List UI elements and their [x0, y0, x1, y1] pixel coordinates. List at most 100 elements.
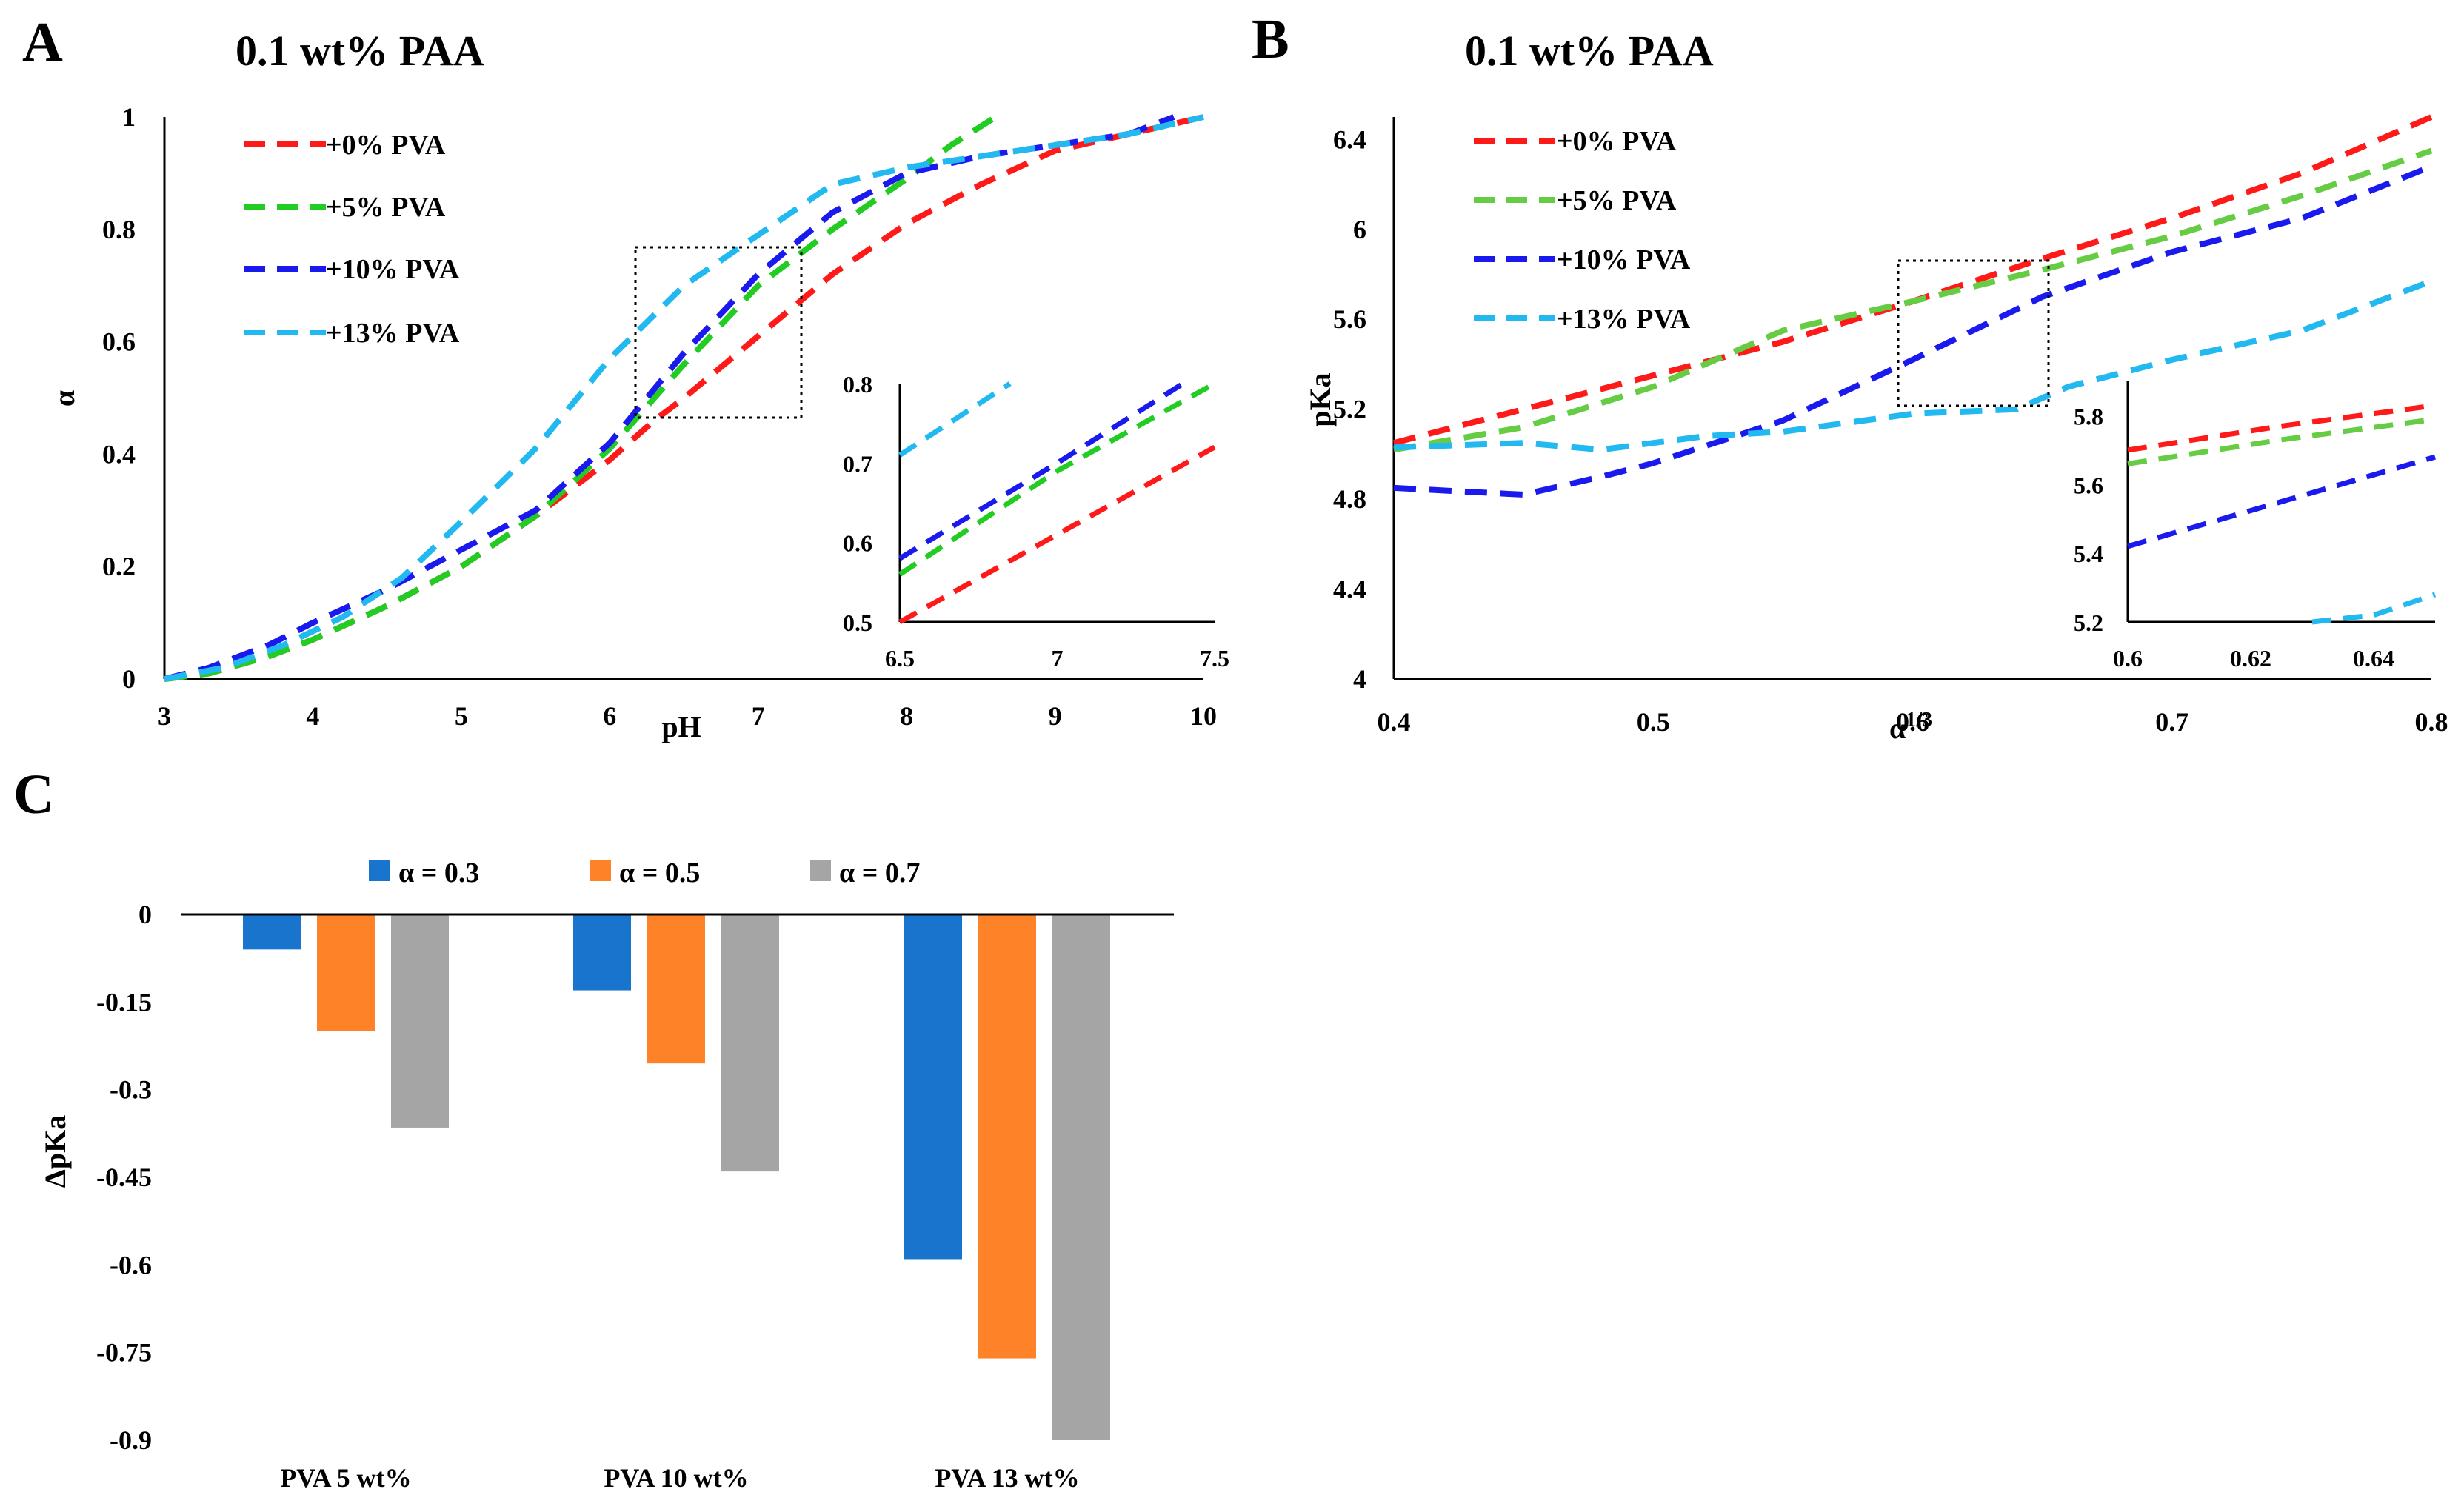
panel-a-series	[164, 114, 1204, 682]
panel-b-y-ticks: 4 4.4 4.8 5.2 5.6 6 6.4	[1333, 124, 1366, 694]
panel-b-xtick-0-6: 0.6	[1896, 707, 1929, 737]
legend-b-label-5pva: +5% PVA	[1557, 185, 1677, 216]
legend-c-label-alpha07: α = 0.7	[839, 857, 920, 889]
panel-b-x-label: α1/3	[1889, 709, 1932, 745]
panel-a-inset: 0.5 0.6 0.7 0.8 6.5 7 7.5	[843, 371, 1229, 672]
legend-a-label-0pva: +0% PVA	[326, 130, 446, 161]
panel-c-bars	[243, 914, 1110, 1440]
panel-b-line-5-pva	[1393, 147, 2433, 453]
panel-b-inset-series	[2127, 403, 2437, 625]
panel-a-inset-ytick-0-8: 0.8	[843, 371, 872, 398]
panel-b-title: 0.1 wt% PAA	[1465, 27, 1714, 75]
panel-a-xtick-10: 10	[1190, 701, 1217, 731]
panel-c-y-ticks: 0 -0.15 -0.3 -0.45 -0.6 -0.75 -0.9	[96, 900, 152, 1455]
panel-b-x-ticks: 0.4 0.5 0.6 0.7 0.8	[1378, 707, 2448, 737]
panel-b-legend: +0% PVA +5% PVA +10% PVA +13% PVA	[1474, 126, 1691, 335]
panel-a-zoom-box	[634, 246, 803, 419]
panel-b-plot: 4 4.4 4.8 5.2 5.6 6 6.4 0.4 0.5 0.6 0.7 0.8 α1/3 p…	[1303, 114, 2448, 745]
panel-a-xtick-4: 4	[306, 701, 319, 731]
panel-a-xtick-5: 5	[455, 701, 468, 731]
panel-b-y-label: pKa	[1303, 372, 1337, 426]
legend-c-label-alpha03: α = 0.3	[398, 857, 479, 889]
panel-c-ytick-0: 0	[138, 900, 152, 929]
panel-a-inset-ytick-0-5: 0.5	[843, 609, 872, 636]
panel-b-inset-xtick-0-62: 0.62	[2230, 645, 2271, 672]
legend-b-label-10pva: +10% PVA	[1557, 244, 1691, 275]
panel-b-inset-line-0-pva	[2127, 403, 2436, 453]
panel-b-ytick-4: 4	[1353, 664, 1366, 694]
panel-b-inset-line-10-pva	[2127, 454, 2436, 549]
panel-a-inset-line-5-pva	[898, 381, 1216, 577]
panel-a-line-0-pva	[164, 114, 1204, 682]
bar-pva-13-wt-0-3	[904, 914, 962, 1260]
panel-b-letter: B	[1252, 8, 1289, 70]
panel-c-ytick-0-75: -0.75	[96, 1338, 152, 1368]
panel-a-title: 0.1 wt% PAA	[236, 27, 484, 75]
panel-b-inset-line-13-pva	[2311, 592, 2437, 625]
bar-pva-5-wt-0-3	[243, 914, 301, 950]
panel-c-legend: α = 0.3 α = 0.5 α = 0.7	[369, 857, 920, 889]
panel-a-ytick-0-4: 0.4	[102, 439, 136, 469]
legend-c-swatch-alpha07	[810, 860, 831, 881]
legend-c-label-alpha05: α = 0.5	[619, 857, 700, 889]
panel-a-x-ticks: 3 4 5 6 7 8 9 10	[158, 701, 1217, 731]
panel-a-line-10-pva	[164, 114, 1175, 682]
panel-c-letter: C	[13, 763, 54, 826]
legend-c-swatch-alpha03	[369, 860, 390, 881]
panel-b-inset-line-5-pva	[2127, 416, 2436, 466]
panel-b-inset-ytick-5-6: 5.6	[2074, 472, 2103, 498]
category-label-pva-13-wt: PVA 13 wt%	[935, 1463, 1079, 1493]
panel-b-ytick-6: 6	[1353, 215, 1366, 244]
bar-pva-13-wt-0-5	[978, 914, 1036, 1359]
panel-b-ytick-5-2: 5.2	[1333, 395, 1366, 424]
panel-a-xtick-6: 6	[603, 701, 616, 731]
panel-b-line-0-pva	[1392, 114, 2433, 446]
panel-b-ytick-4-4: 4.4	[1333, 575, 1366, 604]
legend-a-label-10pva: +10% PVA	[326, 254, 460, 285]
legend-c-swatch-alpha05	[590, 860, 611, 881]
panel-c-y-label: ΔpKa	[39, 1115, 72, 1188]
panel-b-inset-xtick-0-6: 0.6	[2113, 645, 2143, 672]
panel-a-inset-series	[898, 381, 1216, 625]
panel-b-xtick-0-8: 0.8	[2415, 707, 2448, 737]
panel-b-inset-ytick-5-2: 5.2	[2074, 609, 2103, 636]
panel-b-inset-ytick-5-4: 5.4	[2074, 541, 2103, 567]
legend-a-label-5pva: +5% PVA	[326, 192, 446, 223]
bar-pva-13-wt-0-7	[1052, 914, 1110, 1440]
panel-c-ytick-0-15: -0.15	[96, 987, 152, 1017]
panel-b-xtick-0-7: 0.7	[2155, 707, 2188, 737]
category-label-pva-10-wt: PVA 10 wt%	[604, 1463, 748, 1493]
panel-a-x-label: pH	[661, 710, 701, 743]
panel-b-xtick-0-5: 0.5	[1637, 707, 1670, 737]
panel-a-ytick-0: 0	[122, 664, 136, 694]
panel-a-xtick-8: 8	[900, 701, 913, 731]
legend-a-label-13pva: +13% PVA	[326, 318, 460, 349]
panel-c: C α = 0.3 α = 0.5 α = 0.7 0 -0.15 -0.3 -0.4…	[13, 763, 1174, 1493]
bar-pva-5-wt-0-5	[317, 914, 375, 1031]
panel-b: B 0.1 wt% PAA 44.44.85.25.666.4 0.4 0.5 0.…	[1252, 8, 2448, 745]
panel-a-ytick-0-8: 0.8	[102, 215, 136, 244]
panel-a-ytick-1: 1	[122, 102, 136, 132]
bar-pva-10-wt-0-3	[573, 914, 631, 991]
legend-b-label-0pva: +0% PVA	[1557, 126, 1677, 157]
panel-c-plot: 0-0.15-0.3-0.45-0.6-0.75-0.9 PVA 5 wt% PV…	[39, 900, 1174, 1493]
panel-b-inset-xtick-0-64: 0.64	[2353, 645, 2394, 672]
panel-b-ytick-6-4: 6.4	[1333, 124, 1366, 154]
panel-c-ytick-0-6: -0.6	[110, 1250, 152, 1279]
panel-a-inset-x-ticks: 6.5 7 7.5	[885, 645, 1229, 672]
panel-b-inset-x-ticks: 0.6 0.62 0.64	[2113, 645, 2394, 672]
panel-a-ytick-0-2: 0.2	[102, 552, 136, 581]
panel-a-inset-xtick-6-5: 6.5	[885, 645, 915, 672]
panel-a-legend: +0% PVA +5% PVA +10% PVA +13% PVA	[244, 130, 460, 349]
panel-a-letter: A	[22, 11, 63, 73]
panel-b-line-13-pva	[1393, 278, 2433, 453]
bar-pva-10-wt-0-7	[721, 914, 779, 1172]
panel-a-xtick-7: 7	[752, 701, 765, 731]
panel-a-inset-ytick-0-6: 0.6	[843, 530, 872, 557]
panel-b-series	[1392, 114, 2433, 498]
panel-a-ytick-0-6: 0.6	[102, 327, 136, 357]
panel-a-plot: 0 0.2 0.4 0.6 0.8 1 3 4 5 6 7 8 9 10 pH α	[47, 102, 1217, 743]
panel-c-ytick-0-3: -0.3	[110, 1075, 152, 1105]
bar-pva-5-wt-0-7	[391, 914, 449, 1128]
